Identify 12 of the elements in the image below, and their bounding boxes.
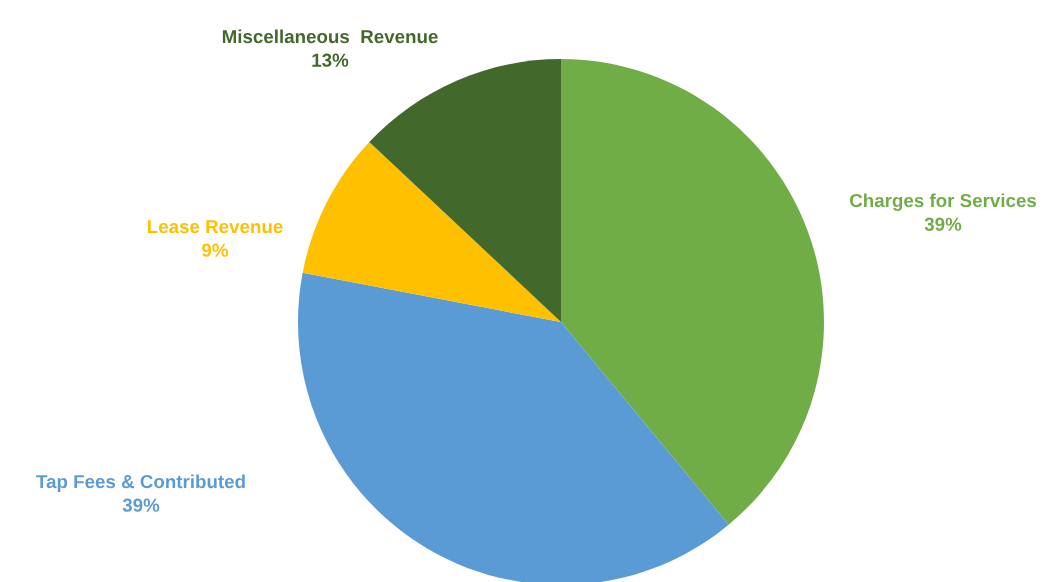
slice-label: Miscellaneous Revenue: [222, 29, 438, 44]
slice-label: Charges for Services: [849, 193, 1037, 211]
slice-label: Lease Revenue: [147, 220, 283, 234]
pie-slice: [561, 59, 824, 525]
data-label: 9%: [202, 243, 229, 257]
data-label: 39%: [924, 217, 962, 231]
data-label: 39%: [122, 498, 160, 512]
slice-label: Tap Fees & Contributed: [36, 474, 245, 492]
pie-slice: [369, 59, 561, 322]
data-label: 13%: [312, 53, 349, 67]
pie-slice: [302, 141, 561, 322]
pie-slice: [298, 272, 729, 582]
